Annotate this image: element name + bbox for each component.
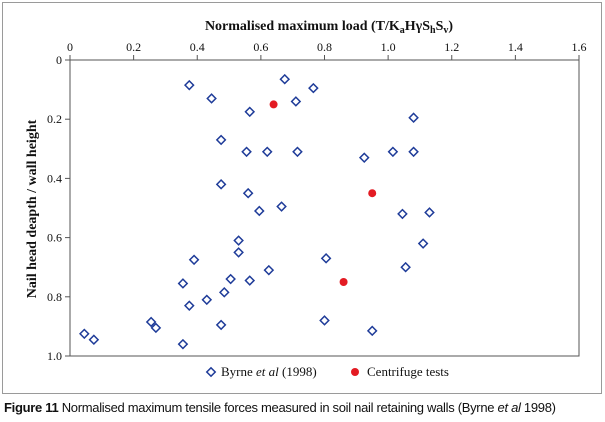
byrne-point [177,338,189,350]
figure-caption: Figure 11 Normalised maximum tensile for… [4,400,604,415]
byrne-point [366,325,378,337]
x-tick-label: 0.8 [317,40,332,54]
byrne-point [233,247,244,258]
y-tick-label: 0.2 [47,112,62,126]
byrne-point [319,315,330,326]
legend-label-byrne: Byrne et al (1998) [221,364,317,379]
byrne-point [279,73,291,85]
byrne-point [150,322,162,334]
caption-label: Figure 11 [4,400,59,415]
byrne-point [218,287,230,298]
byrne-point [215,179,227,190]
y-axis-ticks: 0 0.2 0.4 0.6 0.8 1.0 [47,53,70,363]
plot-area [69,59,580,357]
byrne-point [215,134,227,146]
y-tick-label: 0 [56,53,62,67]
x-tick-label: 1.2 [444,40,459,54]
byrne-point [206,93,217,104]
chart-title: Normalised maximum load (T/KaHγShSv) [205,19,453,36]
byrne-point [145,316,157,328]
scatter-chart: Normalised maximum load (T/KaHγShSv) Nai… [25,19,587,379]
byrne-point [253,205,265,217]
byrne-point [292,146,303,158]
byrne-point [183,300,195,311]
x-axis-ticks: 0 0.2 0.4 0.6 0.8 1.0 1.2 1.4 1.6 [67,40,587,60]
data-points [79,73,435,350]
byrne-point [358,152,370,163]
byrne-point [261,146,273,158]
byrne-point [233,235,244,246]
legend-label-centrifuge: Centrifuge tests [367,364,449,379]
byrne-point [408,112,419,124]
x-tick-label: 1.4 [508,40,523,54]
figure-frame: Normalised maximum load (T/KaHγShSv) Nai… [2,2,602,394]
byrne-point [408,146,419,158]
byrne-point [290,96,302,107]
legend: Byrne et al (1998) Centrifuge tests [205,364,449,379]
byrne-point [308,82,319,94]
byrne-point [88,334,100,346]
legend-marker-centrifuge [351,368,359,376]
byrne-point [320,253,332,264]
byrne-point [417,238,429,249]
x-tick-label: 0.4 [190,40,205,54]
byrne-point [387,146,399,158]
centrifuge-point [368,189,377,198]
x-tick-label: 0 [67,40,73,54]
byrne-point [244,275,256,286]
byrne-point [241,146,252,158]
byrne-point [242,187,254,199]
x-tick-label: 1.0 [381,40,396,54]
legend-marker-byrne [205,366,217,378]
caption-text-italic: et al [497,400,521,415]
byrne-point [79,328,90,340]
x-tick-label: 0.6 [253,40,268,54]
y-tick-label: 0.8 [47,290,62,304]
x-tick-label: 0.2 [126,40,141,54]
y-tick-label: 0.6 [47,231,62,245]
byrne-point [188,254,200,266]
byrne-point [177,278,189,289]
byrne-point [215,319,227,331]
byrne-point [400,261,411,273]
x-tick-label: 1.6 [572,40,587,54]
byrne-point [397,208,408,220]
y-tick-label: 0.4 [47,171,62,185]
byrne-point [244,106,256,118]
caption-text-end: 1998) [520,400,556,415]
byrne-point [276,201,287,212]
byrne-point [183,79,195,91]
byrne-point [424,207,435,218]
centrifuge-point [339,278,348,286]
y-axis-label: Nail head deapth / wall height [25,119,40,298]
byrne-point [225,273,236,285]
centrifuge-point [269,100,278,109]
y-tick-label: 1.0 [47,349,62,363]
byrne-point [201,294,213,306]
caption-text: Normalised maximum tensile forces measur… [58,400,498,415]
byrne-point [263,264,275,276]
